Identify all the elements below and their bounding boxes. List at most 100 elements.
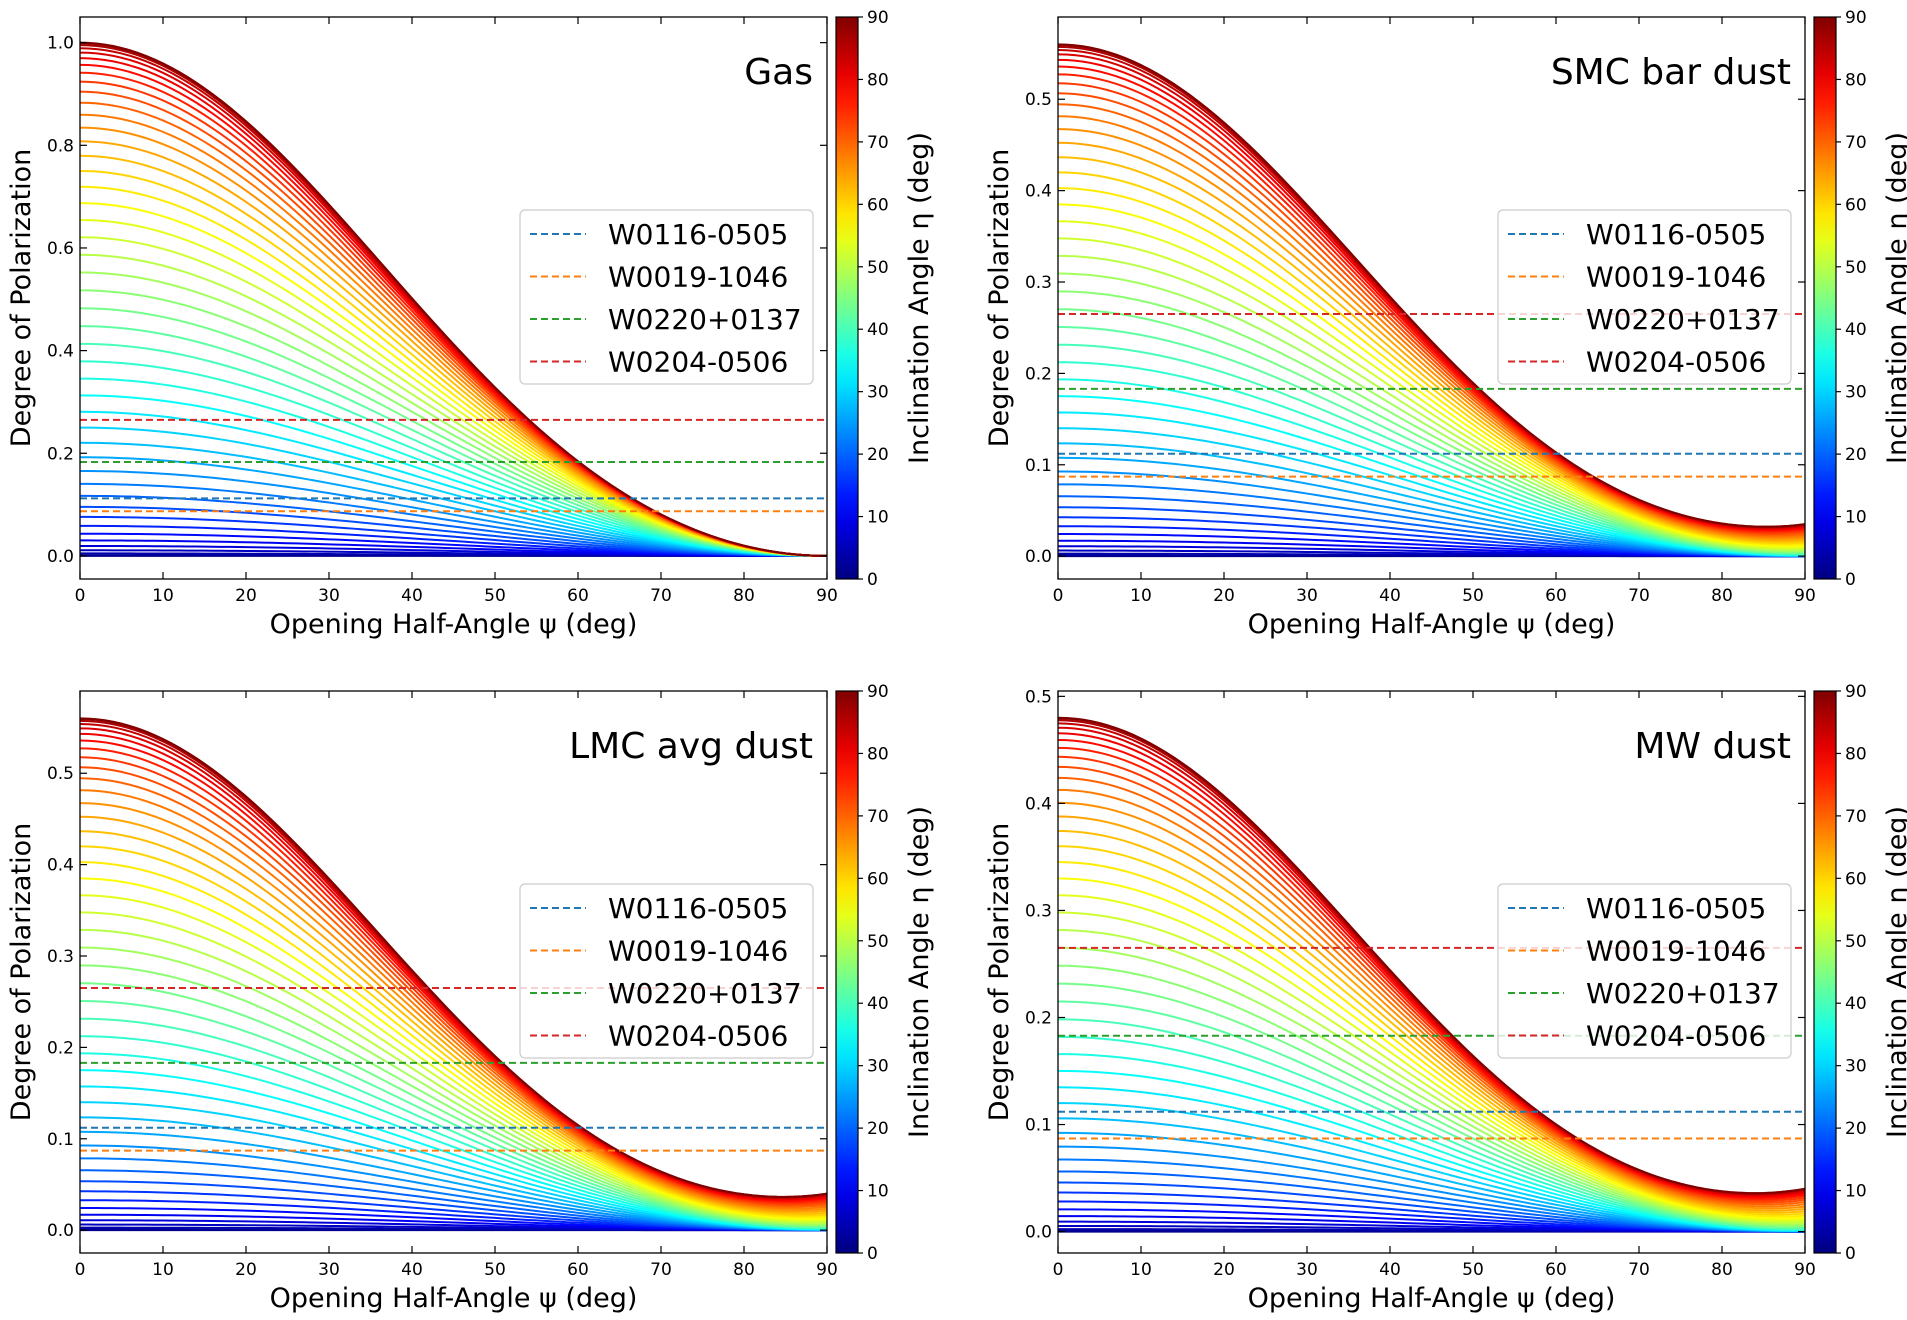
curve-eta-62 bbox=[1058, 156, 1805, 543]
curve-eta-72 bbox=[1058, 765, 1805, 1204]
axes-frame bbox=[1057, 690, 1806, 1254]
x-tick-label: 70 bbox=[1628, 586, 1650, 606]
curve-eta-64 bbox=[1058, 141, 1805, 542]
curve-eta-38 bbox=[80, 1035, 827, 1230]
x-tick-label: 80 bbox=[733, 586, 755, 606]
curve-eta-60 bbox=[80, 845, 827, 1217]
y-tick-label: 0.5 bbox=[1025, 687, 1052, 707]
curve-eta-40 bbox=[80, 1017, 827, 1229]
y-tick-label: 0.4 bbox=[1025, 182, 1052, 202]
colorbar-tick-label: 10 bbox=[1845, 1182, 1867, 1202]
x-tick-label: 30 bbox=[1296, 586, 1318, 606]
curve-eta-38 bbox=[1058, 1035, 1805, 1231]
colorbar-tick-label: 0 bbox=[1845, 1244, 1856, 1264]
legend-frame bbox=[519, 883, 814, 1059]
curve-eta-58 bbox=[1058, 187, 1805, 546]
y-tick-label: 0.4 bbox=[47, 856, 74, 876]
axes-frame bbox=[79, 690, 828, 1254]
x-tick-label: 70 bbox=[1628, 1260, 1650, 1280]
colorbar-gradient bbox=[835, 16, 859, 580]
legend: W0116-0505 W0019-1046 W0220+0137 W0204-0506 bbox=[1497, 883, 1792, 1059]
panel-label: MW dust bbox=[1634, 726, 1791, 767]
curve-eta-90 bbox=[80, 717, 827, 1198]
colorbar: 0 10 20 30 40 50 60 70 80 90 Inclination Angle η (… bbox=[835, 682, 935, 1264]
y-tick-label: 0.5 bbox=[1025, 90, 1052, 110]
colorbar-label: Inclination Angle η (deg) bbox=[1882, 132, 1907, 464]
curve-eta-40 bbox=[1058, 343, 1805, 555]
colorbar-gradient bbox=[835, 690, 859, 1254]
x-tick-label: 80 bbox=[1711, 1260, 1733, 1280]
x-tick-label: 50 bbox=[484, 586, 506, 606]
curve-eta-42 bbox=[1058, 1000, 1805, 1229]
curve-eta-52 bbox=[1058, 911, 1805, 1223]
colorbar-gradient bbox=[1813, 16, 1837, 580]
x-tick-label: 50 bbox=[1462, 586, 1484, 606]
colorbar-label: Inclination Angle η (deg) bbox=[904, 806, 935, 1138]
x-tick-label: 20 bbox=[1213, 586, 1235, 606]
curve-eta-50 bbox=[80, 928, 827, 1224]
x-tick-label: 90 bbox=[816, 586, 838, 606]
colorbar-tick-label: 50 bbox=[1845, 258, 1867, 278]
colorbar-tick-label: 70 bbox=[1845, 807, 1867, 827]
colorbar-tick-label: 50 bbox=[867, 258, 889, 278]
curve-eta-72 bbox=[1058, 92, 1805, 535]
x-tick-label: 70 bbox=[650, 1260, 672, 1280]
x-tick-label: 40 bbox=[1379, 1260, 1401, 1280]
curve-eta-76 bbox=[1058, 746, 1805, 1201]
colorbar-tick-label: 90 bbox=[867, 682, 889, 702]
legend-entry: W0019-1046 bbox=[608, 935, 788, 968]
x-tick-label: 80 bbox=[733, 1260, 755, 1280]
colorbar-tick-label: 10 bbox=[867, 508, 889, 528]
colorbar-tick-label: 40 bbox=[1845, 320, 1867, 340]
y-tick-label: 0.1 bbox=[1025, 456, 1052, 476]
colorbar: 0 10 20 30 40 50 60 70 80 90 Inclination Angle η (… bbox=[835, 8, 935, 590]
curve-eta-56 bbox=[1058, 203, 1805, 548]
legend-entry: W0204-0506 bbox=[1586, 346, 1766, 379]
y-tick-label: 0.2 bbox=[1025, 1008, 1052, 1028]
y-axis-label: Degree of Polarization bbox=[984, 149, 1015, 447]
x-tick-label: 80 bbox=[1711, 586, 1733, 606]
curve-eta-32 bbox=[1058, 1086, 1805, 1232]
y-tick-label: 0.3 bbox=[1025, 273, 1052, 293]
y-tick-label: 0.5 bbox=[47, 764, 74, 784]
curve-eta-64 bbox=[80, 815, 827, 1213]
legend-entry: W0116-0505 bbox=[1586, 218, 1766, 251]
y-tick-label: 0.3 bbox=[47, 947, 74, 967]
x-tick-label: 60 bbox=[1545, 586, 1567, 606]
colorbar-tick-label: 10 bbox=[1845, 508, 1867, 528]
colorbar-tick-label: 0 bbox=[867, 570, 878, 590]
colorbar-tick-label: 50 bbox=[867, 932, 889, 952]
colorbar-tick-label: 40 bbox=[1845, 994, 1867, 1014]
curve-eta-36 bbox=[80, 1052, 827, 1230]
axes-frame bbox=[79, 16, 828, 580]
y-tick-label: 0.1 bbox=[1025, 1116, 1052, 1136]
curve-eta-60 bbox=[1058, 845, 1805, 1216]
x-tick-label: 0 bbox=[75, 586, 86, 606]
colorbar-tick-label: 80 bbox=[867, 70, 889, 90]
curve-eta-68 bbox=[80, 789, 827, 1210]
colorbar-tick-label: 60 bbox=[867, 195, 889, 215]
curve-eta-58 bbox=[1058, 861, 1805, 1218]
colorbar-tick-label: 30 bbox=[1845, 383, 1867, 403]
colorbar-tick-label: 30 bbox=[1845, 1057, 1867, 1077]
curve-eta-44 bbox=[80, 982, 827, 1228]
curve-eta-50 bbox=[1058, 254, 1805, 551]
curve-eta-48 bbox=[1058, 272, 1805, 552]
curve-eta-90 bbox=[1058, 716, 1805, 1195]
x-tick-label: 70 bbox=[650, 586, 672, 606]
colorbar-tick-label: 90 bbox=[867, 8, 889, 28]
x-tick-label: 90 bbox=[816, 1260, 838, 1280]
x-tick-label: 0 bbox=[75, 1260, 86, 1280]
x-tick-label: 0 bbox=[1053, 1260, 1064, 1280]
curve-eta-44 bbox=[1058, 308, 1805, 554]
x-tick-label: 10 bbox=[1130, 586, 1152, 606]
curve-eta-66 bbox=[80, 802, 827, 1212]
panel-label: LMC avg dust bbox=[569, 726, 813, 767]
curve-eta-72 bbox=[80, 766, 827, 1207]
curve-eta-42 bbox=[80, 1000, 827, 1228]
y-tick-label: 0.0 bbox=[47, 1221, 74, 1241]
curve-eta-48 bbox=[80, 946, 827, 1226]
x-axis-label: Opening Half-Angle ψ (deg) bbox=[270, 609, 638, 640]
y-axis-label: Degree of Polarization bbox=[984, 823, 1015, 1121]
x-tick-label: 30 bbox=[318, 586, 340, 606]
